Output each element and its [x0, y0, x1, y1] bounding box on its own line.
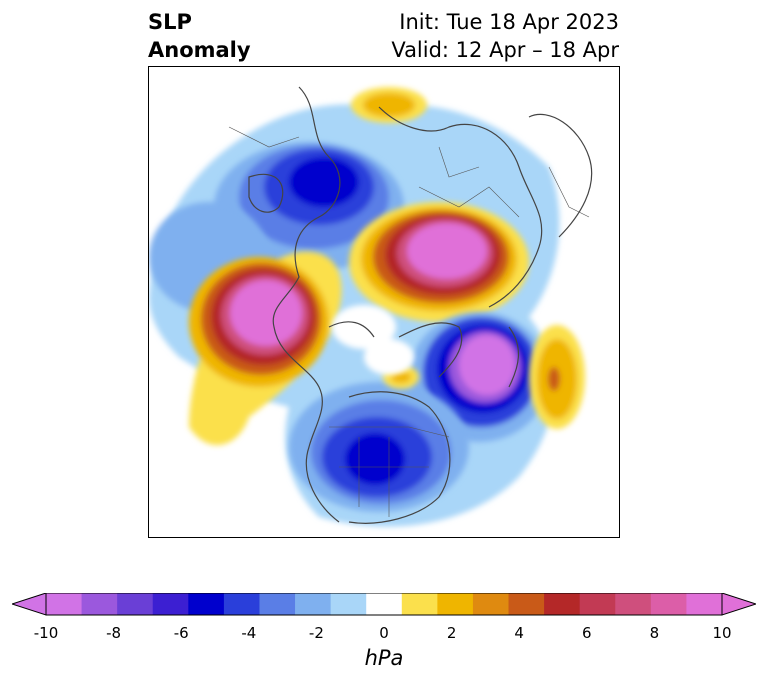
map-title-right: Init: Tue 18 Apr 2023 Valid: 12 Apr – 18… [391, 8, 619, 64]
colorbar-tick-label: -8 [106, 624, 122, 642]
colorbar-tick-label: 0 [379, 624, 389, 642]
colorbar-tick-label: -4 [241, 624, 257, 642]
colorbar-segment [46, 593, 83, 615]
colorbar-segment [366, 593, 403, 615]
title-variable: SLP [148, 10, 192, 34]
low-america [289, 382, 469, 512]
colorbar-tick-label: 4 [514, 624, 524, 642]
high-small [351, 87, 427, 389]
colorbar-tick-label: 8 [649, 624, 660, 642]
colorbar-segment [437, 593, 474, 615]
low-pacific [409, 312, 549, 442]
colorbar-segment [223, 593, 260, 615]
init-date: Init: Tue 18 Apr 2023 [399, 10, 619, 34]
anomaly-map [149, 67, 619, 537]
colorbar-segment [508, 593, 545, 615]
coastlines [248, 86, 593, 524]
colorbar-segment [152, 593, 189, 615]
colorbar-tick-label: -6 [173, 624, 189, 642]
high-east-pacific [529, 325, 585, 429]
colorbar-segment [188, 593, 225, 615]
colorbar-segment [544, 593, 581, 615]
political-borders [228, 126, 590, 517]
colorbar-segment [650, 593, 687, 615]
colorbar-segment [615, 593, 652, 615]
title-type: Anomaly [148, 38, 251, 62]
colorbar [12, 593, 756, 616]
high-arctic [349, 202, 529, 322]
colorbar-segment [686, 593, 723, 615]
colorbar-segment [401, 593, 438, 615]
colorbar-ticks: -10 -8 -6 -4 -2 0 2 4 6 8 10 [0, 624, 768, 644]
valid-range: Valid: 12 Apr – 18 Apr [391, 38, 619, 62]
colorbar-segment [259, 593, 296, 615]
colorbar-segment [81, 593, 118, 615]
colorbar-segments [46, 593, 723, 615]
colorbar-segment [579, 593, 616, 615]
high-atlantic [189, 251, 342, 446]
colorbar-tick-label: 10 [712, 624, 732, 642]
colorbar-tick-label: -10 [33, 624, 59, 642]
colorbar-segment [295, 593, 332, 615]
colorbar-tick-label: 2 [446, 624, 457, 642]
colorbar-segment [472, 593, 510, 615]
colorbar-segment [330, 593, 367, 615]
map-panel [148, 66, 620, 538]
colorbar-segment [117, 593, 154, 615]
colorbar-unit-label: hPa [364, 646, 404, 670]
colorbar-extend-high [721, 593, 756, 616]
colorbar-tick-label: 6 [582, 624, 592, 642]
colorbar-extend-low [12, 593, 47, 616]
colorbar-tick-label: -2 [308, 624, 324, 642]
map-title-left: SLP Anomaly [148, 8, 251, 64]
